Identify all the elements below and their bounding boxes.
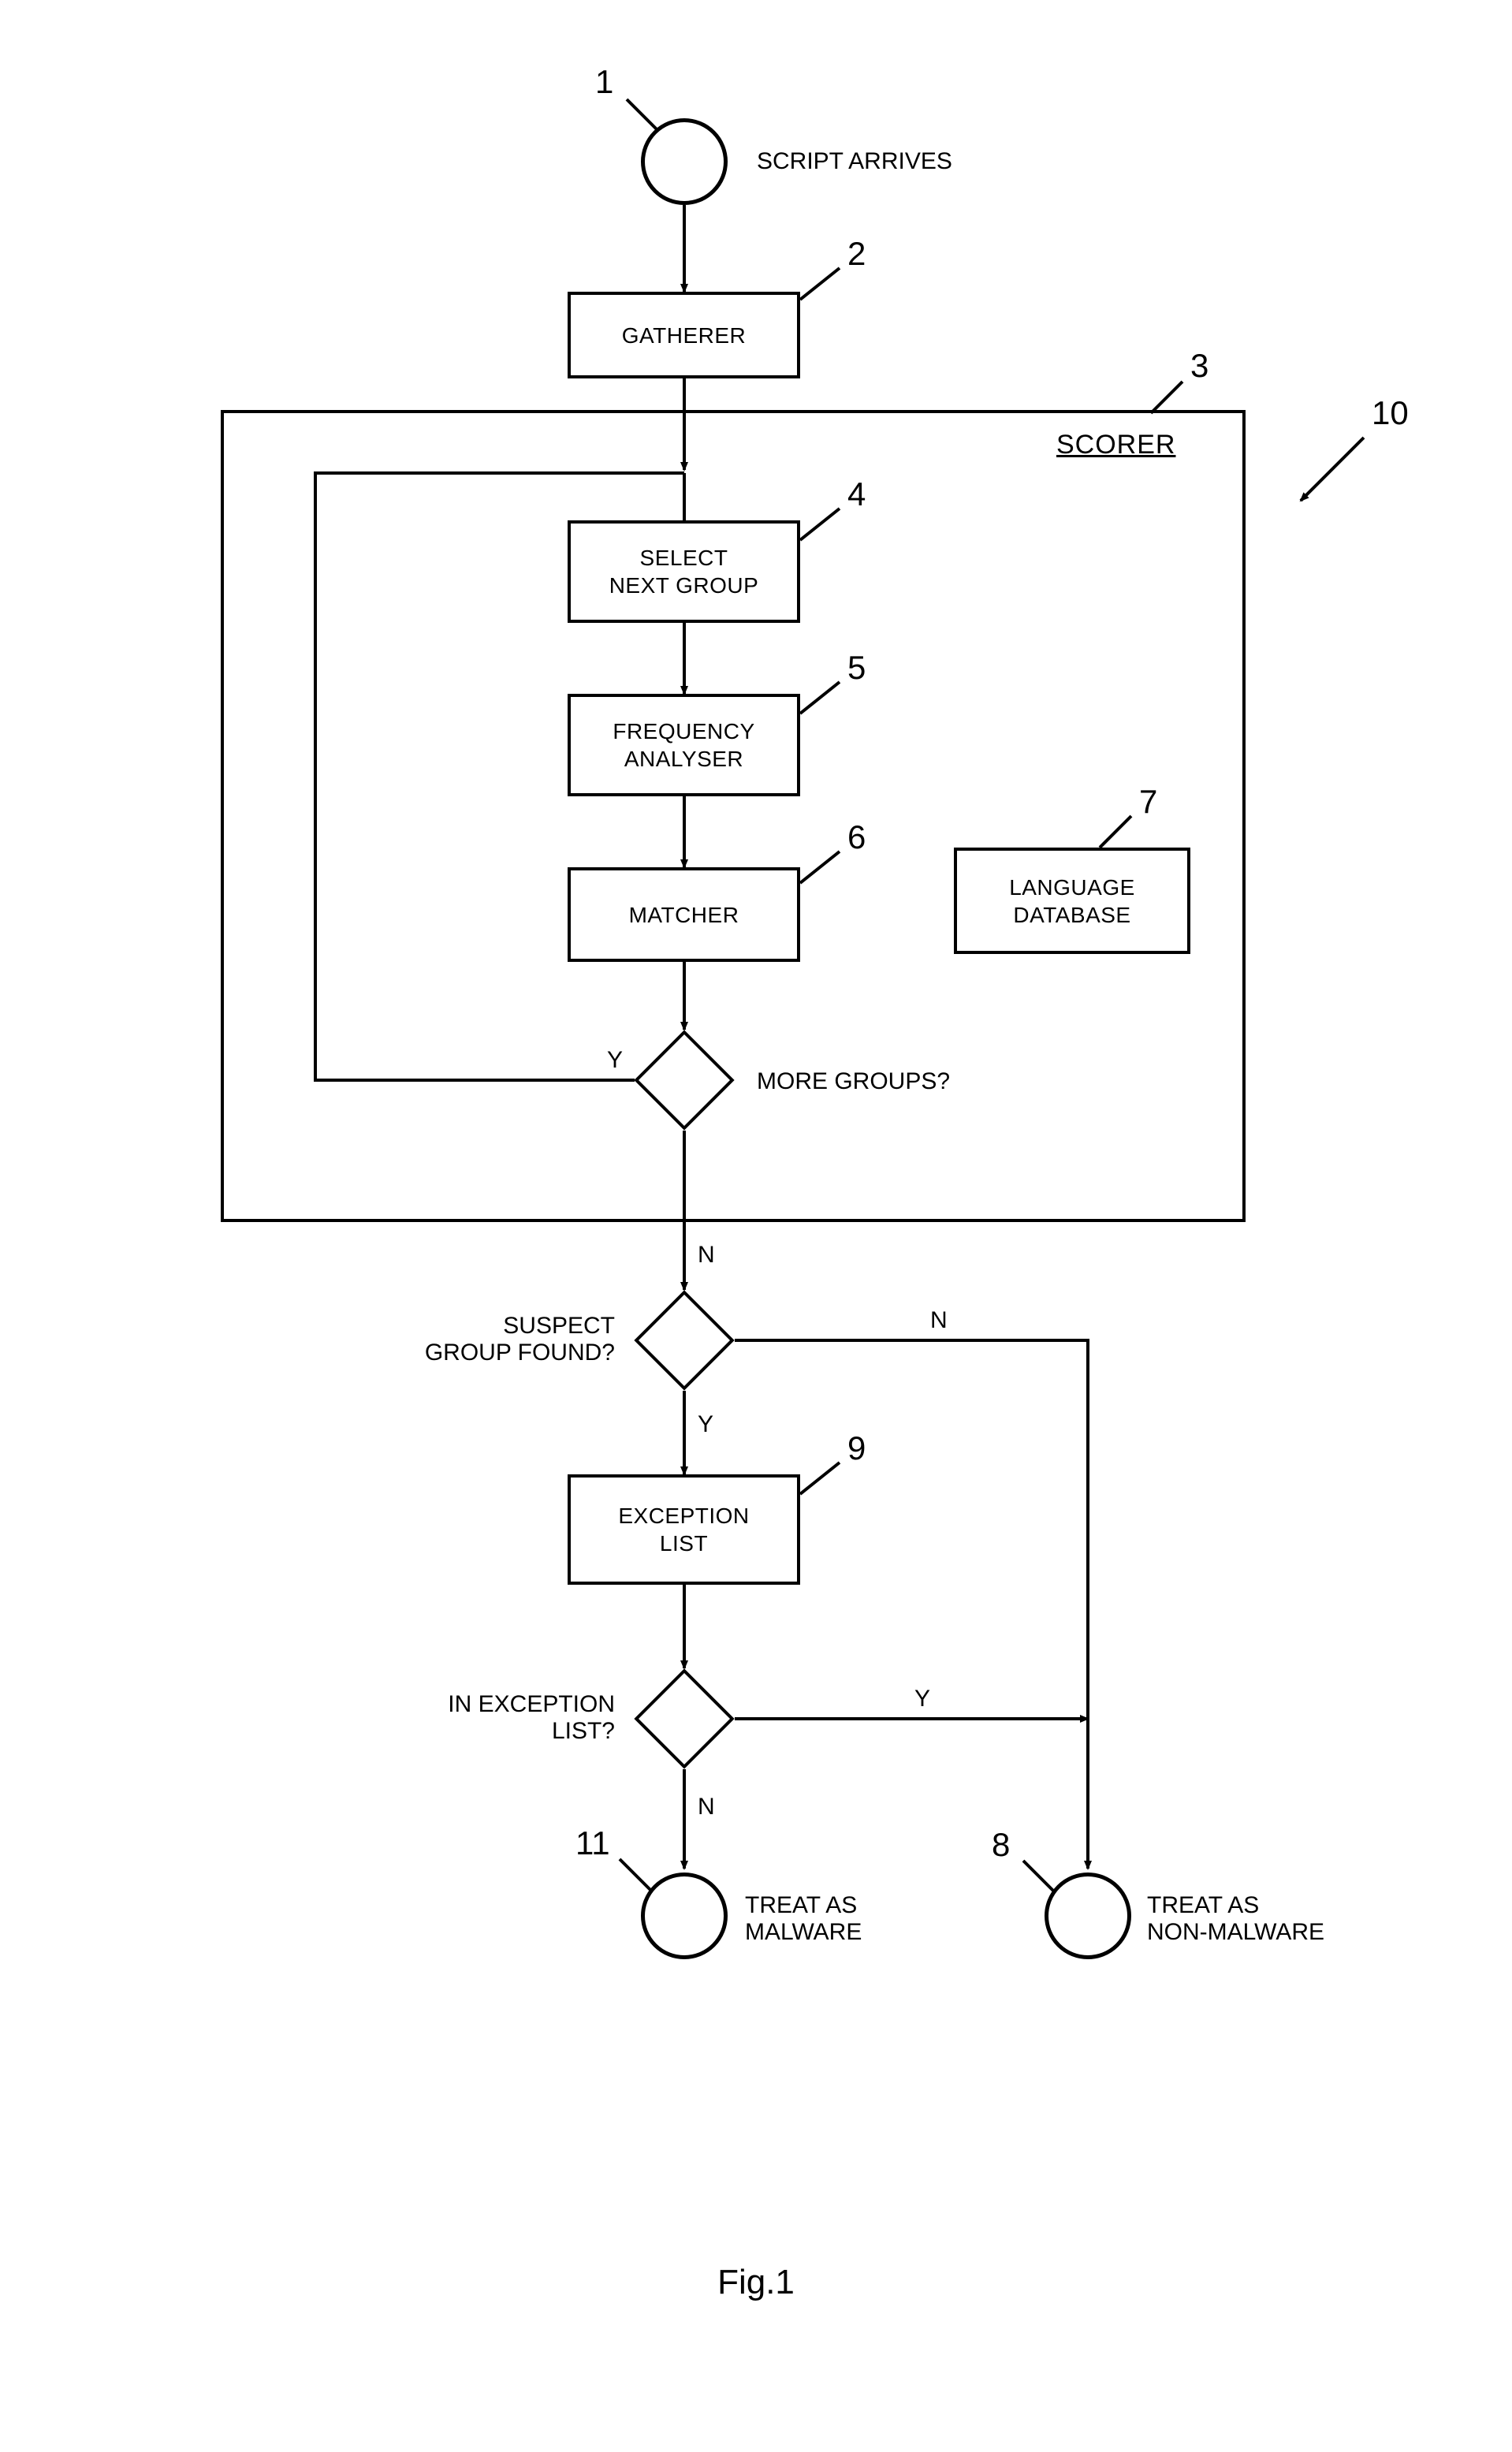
nonmalware-node: [1045, 1873, 1131, 1959]
ref-6: 6: [847, 818, 866, 856]
ref-9: 9: [847, 1429, 866, 1467]
more-no: N: [698, 1242, 715, 1269]
suspect-diamond: [634, 1290, 734, 1390]
ref-11: 11: [575, 1824, 610, 1862]
inlist-label: IN EXCEPTION LIST?: [426, 1691, 615, 1745]
ref-3: 3: [1190, 347, 1208, 385]
matcher-box: MATCHER: [568, 867, 800, 962]
exception-text: EXCEPTION LIST: [618, 1502, 749, 1557]
suspect-no: N: [930, 1307, 948, 1334]
figure-canvas: SCORER SCRIPT ARRIVES 1 GATHERER 2 3 10 …: [0, 0, 1512, 2452]
ref-5: 5: [847, 649, 866, 687]
more-label: MORE GROUPS?: [757, 1068, 950, 1095]
exception-box: EXCEPTION LIST: [568, 1474, 800, 1585]
langdb-text: LANGUAGE DATABASE: [1009, 874, 1135, 929]
inlist-no: N: [698, 1794, 715, 1820]
matcher-text: MATCHER: [629, 901, 739, 929]
ref-10: 10: [1372, 394, 1409, 432]
nonmalware-label: TREAT AS NON-MALWARE: [1147, 1892, 1324, 1946]
figure-caption: Fig.1: [0, 2263, 1512, 2302]
malware-label: TREAT AS MALWARE: [745, 1892, 862, 1946]
gatherer-box: GATHERER: [568, 292, 800, 378]
start-label: SCRIPT ARRIVES: [757, 148, 952, 175]
langdb-box: LANGUAGE DATABASE: [954, 848, 1190, 954]
scorer-title: SCORER: [1056, 430, 1175, 460]
freq-box: FREQUENCY ANALYSER: [568, 694, 800, 796]
more-yes: Y: [607, 1047, 623, 1074]
inlist-yes: Y: [914, 1686, 930, 1712]
malware-node: [641, 1873, 728, 1959]
select-text: SELECT NEXT GROUP: [609, 544, 759, 599]
suspect-yes: Y: [698, 1411, 713, 1438]
ref-7: 7: [1139, 783, 1157, 821]
suspect-label: SUSPECT GROUP FOUND?: [410, 1313, 615, 1366]
inlist-diamond: [634, 1668, 734, 1768]
start-node: [641, 118, 728, 205]
freq-text: FREQUENCY ANALYSER: [613, 717, 754, 773]
ref-4: 4: [847, 475, 866, 513]
select-box: SELECT NEXT GROUP: [568, 520, 800, 623]
ref-8: 8: [992, 1826, 1010, 1864]
ref-1: 1: [595, 63, 613, 101]
gatherer-text: GATHERER: [622, 322, 747, 349]
ref-2: 2: [847, 235, 866, 273]
